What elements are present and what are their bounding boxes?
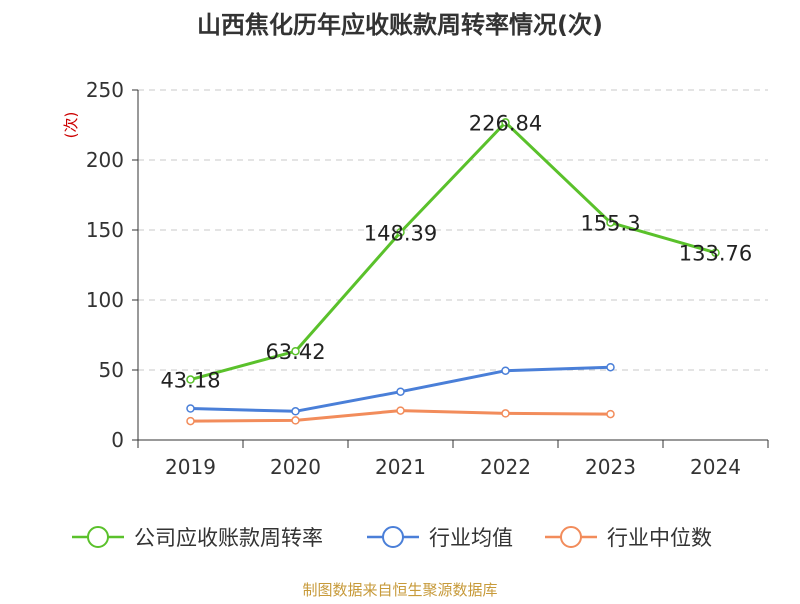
point-2-2023: [606, 409, 615, 419]
y-axis-label: (次): [62, 112, 80, 139]
data-labels: 43.18 63.42 148.39 226.84 155.3 133.76: [160, 111, 752, 392]
legend-marker-0: [87, 526, 109, 548]
data-label-2021: 148.39: [364, 221, 437, 245]
x-tick-label-2019: 2019: [165, 455, 216, 479]
point-0-2020: [291, 346, 300, 356]
point-0-2023: [606, 218, 615, 227]
point-2-2022: [501, 409, 510, 418]
y-tick-label-50: 50: [99, 358, 124, 382]
legend-marker-2: [560, 526, 582, 548]
legend: 公司应收账款周转率 行业均值 行业中位数: [72, 526, 712, 550]
point-1-2020: [291, 407, 300, 416]
legend-label-0: 公司应收账款周转率: [134, 526, 323, 550]
series-line-0: [190, 120, 716, 381]
point-0-2019: [186, 375, 195, 384]
point-0-2024: [711, 248, 720, 257]
axes: 0 50 100 150 200 250 2019 2020 2021 2022 2023 2024: [86, 78, 769, 479]
x-tick-label-2020: 2020: [270, 455, 321, 479]
data-label-2019: 43.18: [160, 369, 220, 393]
x-tick-label-2023: 2023: [585, 455, 636, 479]
data-label-2022: 226.84: [469, 111, 542, 135]
data-label-2024: 133.76: [679, 242, 752, 266]
series-lines: [186, 118, 720, 426]
point-2-2021: [396, 406, 405, 415]
y-tick-label-0: 0: [111, 428, 124, 452]
y-tick-label-100: 100: [86, 288, 124, 312]
point-2-2019: [186, 416, 195, 426]
point-2-2020: [291, 416, 300, 425]
grid-lines: [138, 89, 768, 371]
source-note: 制图数据来自恒生聚源数据库: [302, 581, 497, 599]
point-1-2021: [396, 387, 405, 396]
legend-label-1: 行业均值: [429, 526, 513, 550]
point-0-2022: [501, 118, 510, 127]
y-tick-label-200: 200: [86, 148, 124, 172]
point-0-2021: [396, 228, 405, 237]
point-1-2023: [606, 362, 615, 372]
data-label-2023: 155.3: [580, 212, 640, 236]
point-1-2019: [186, 404, 195, 413]
x-tick-label-2021: 2021: [375, 455, 426, 479]
chart-title: 山西焦化历年应收账款周转率情况(次): [197, 11, 603, 39]
x-tick-label-2022: 2022: [480, 455, 531, 479]
data-label-2020: 63.42: [265, 340, 325, 364]
legend-marker-1: [382, 526, 404, 548]
x-tick-label-2024: 2024: [690, 455, 741, 479]
y-tick-label-150: 150: [86, 218, 124, 242]
y-tick-label-250: 250: [86, 78, 124, 102]
legend-label-2: 行业中位数: [607, 526, 712, 550]
point-1-2022: [501, 366, 510, 375]
